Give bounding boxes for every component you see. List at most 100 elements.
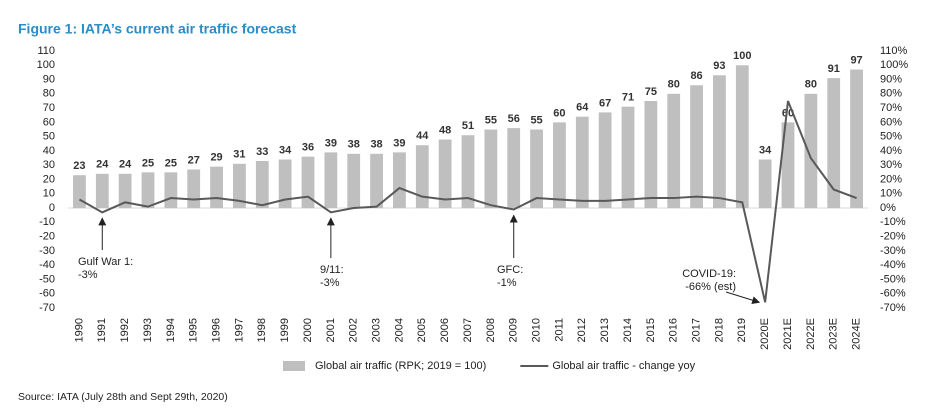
x-tick-label: 2021E	[782, 318, 794, 350]
y2-tick-label: -50%	[880, 273, 906, 285]
y-tick-label: -40	[39, 259, 55, 271]
x-tick-label: 2019	[736, 318, 748, 342]
y2-tick-label: 70%	[880, 102, 902, 114]
x-tick-label: 2018	[713, 318, 725, 342]
bar	[118, 173, 132, 209]
data-label: 38	[348, 139, 360, 151]
data-label: 39	[325, 137, 337, 149]
x-tick-label: 1996	[210, 318, 222, 342]
y2-tick-label: 110%	[880, 45, 908, 57]
x-tick-label: 2004	[393, 318, 405, 342]
bar	[484, 129, 498, 209]
bar	[438, 139, 452, 209]
data-label: 29	[210, 152, 222, 164]
y2-tick-label: -30%	[880, 245, 906, 257]
x-tick-label: 2009	[508, 318, 520, 342]
x-tick-label: 2016	[668, 318, 680, 342]
annotation: Gulf War 1:	[78, 256, 133, 268]
y2-tick-label: 10%	[880, 188, 902, 200]
bar	[95, 173, 109, 209]
x-tick-label: 2003	[370, 318, 382, 342]
x-tick-label: 1994	[165, 318, 177, 342]
x-tick-label: 2022E	[805, 318, 817, 350]
y2-tick-label: 60%	[880, 116, 902, 128]
annotation: -3%	[320, 277, 340, 289]
bar	[690, 85, 703, 209]
annotation: COVID-19:	[682, 268, 736, 280]
annotation: -3%	[78, 269, 98, 281]
bar	[781, 122, 795, 209]
bar	[233, 163, 246, 209]
y-tick-label: 60	[43, 116, 55, 128]
data-label: 23	[73, 160, 85, 172]
x-tick-label: 2023E	[828, 318, 840, 350]
y2-tick-label: 0%	[880, 202, 896, 214]
data-label: 34	[759, 144, 772, 156]
y-tick-label: 30	[43, 159, 55, 171]
y2-tick-label: -20%	[880, 231, 906, 243]
data-label: 80	[805, 79, 817, 91]
data-label: 25	[142, 157, 154, 169]
data-label: 86	[690, 70, 702, 82]
y2-tick-label: -10%	[880, 216, 906, 228]
y-tick-label: -30	[39, 245, 55, 257]
source: Source: IATA (July 28th and Sept 29th, 2…	[18, 391, 228, 403]
data-label: 44	[416, 130, 429, 142]
annotation: 9/11:	[320, 264, 344, 276]
bar	[598, 112, 612, 209]
data-label: 67	[599, 97, 611, 109]
x-tick-label: 2010	[530, 318, 542, 342]
y-tick-label: 20	[43, 173, 55, 185]
bar	[804, 93, 818, 209]
annotation: GFC:	[497, 264, 523, 276]
bar	[713, 75, 726, 209]
annotation: -1%	[497, 277, 517, 289]
bar	[758, 159, 772, 209]
x-tick-label: 1998	[256, 318, 268, 342]
x-tick-label: 2017	[690, 318, 702, 342]
y-tick-label: 80	[43, 88, 55, 100]
x-tick-label: 1993	[142, 318, 154, 342]
bar	[141, 172, 155, 209]
x-tick-label: 2000	[302, 318, 314, 342]
data-label: 31	[233, 149, 245, 161]
bar	[415, 145, 429, 209]
x-tick-label: 2024E	[850, 318, 862, 350]
bar	[278, 159, 292, 209]
x-tick-label: 1999	[279, 318, 291, 342]
legend-label: Global air traffic - change yoy	[552, 360, 695, 372]
data-label: 48	[439, 124, 451, 136]
bar	[73, 175, 86, 209]
y2-tick-label: -40%	[880, 259, 906, 271]
data-label: 91	[828, 63, 840, 75]
y-tick-label: 110	[37, 45, 55, 57]
bar	[347, 153, 361, 209]
bar	[507, 128, 521, 209]
x-tick-label: 2007	[462, 318, 474, 342]
x-tick-label: 2001	[325, 318, 337, 342]
x-tick-label: 2011	[553, 318, 565, 342]
y-tick-label: -50	[39, 273, 55, 285]
x-tick-label: 1990	[73, 318, 85, 342]
line	[78, 100, 857, 303]
x-tick-label: 2005	[416, 318, 428, 342]
bar	[735, 65, 749, 209]
y-tick-label: 40	[43, 145, 55, 157]
y-tick-label: 90	[43, 73, 55, 85]
y2-tick-label: 90%	[880, 73, 902, 85]
data-label: 55	[485, 114, 497, 126]
bar	[644, 100, 658, 209]
data-label: 64	[576, 102, 589, 114]
y2-tick-label: 40%	[880, 145, 902, 157]
x-tick-label: 2020E	[759, 318, 771, 350]
x-tick-label: 2002	[348, 318, 360, 342]
data-label: 100	[733, 50, 751, 62]
data-label: 24	[96, 159, 109, 171]
bar	[301, 156, 315, 209]
y-tick-label: 0	[49, 202, 55, 214]
y2-tick-label: 30%	[880, 159, 902, 171]
y2-tick-label: 50%	[880, 131, 902, 143]
data-label: 56	[508, 113, 520, 125]
y-tick-label: 10	[43, 188, 55, 200]
